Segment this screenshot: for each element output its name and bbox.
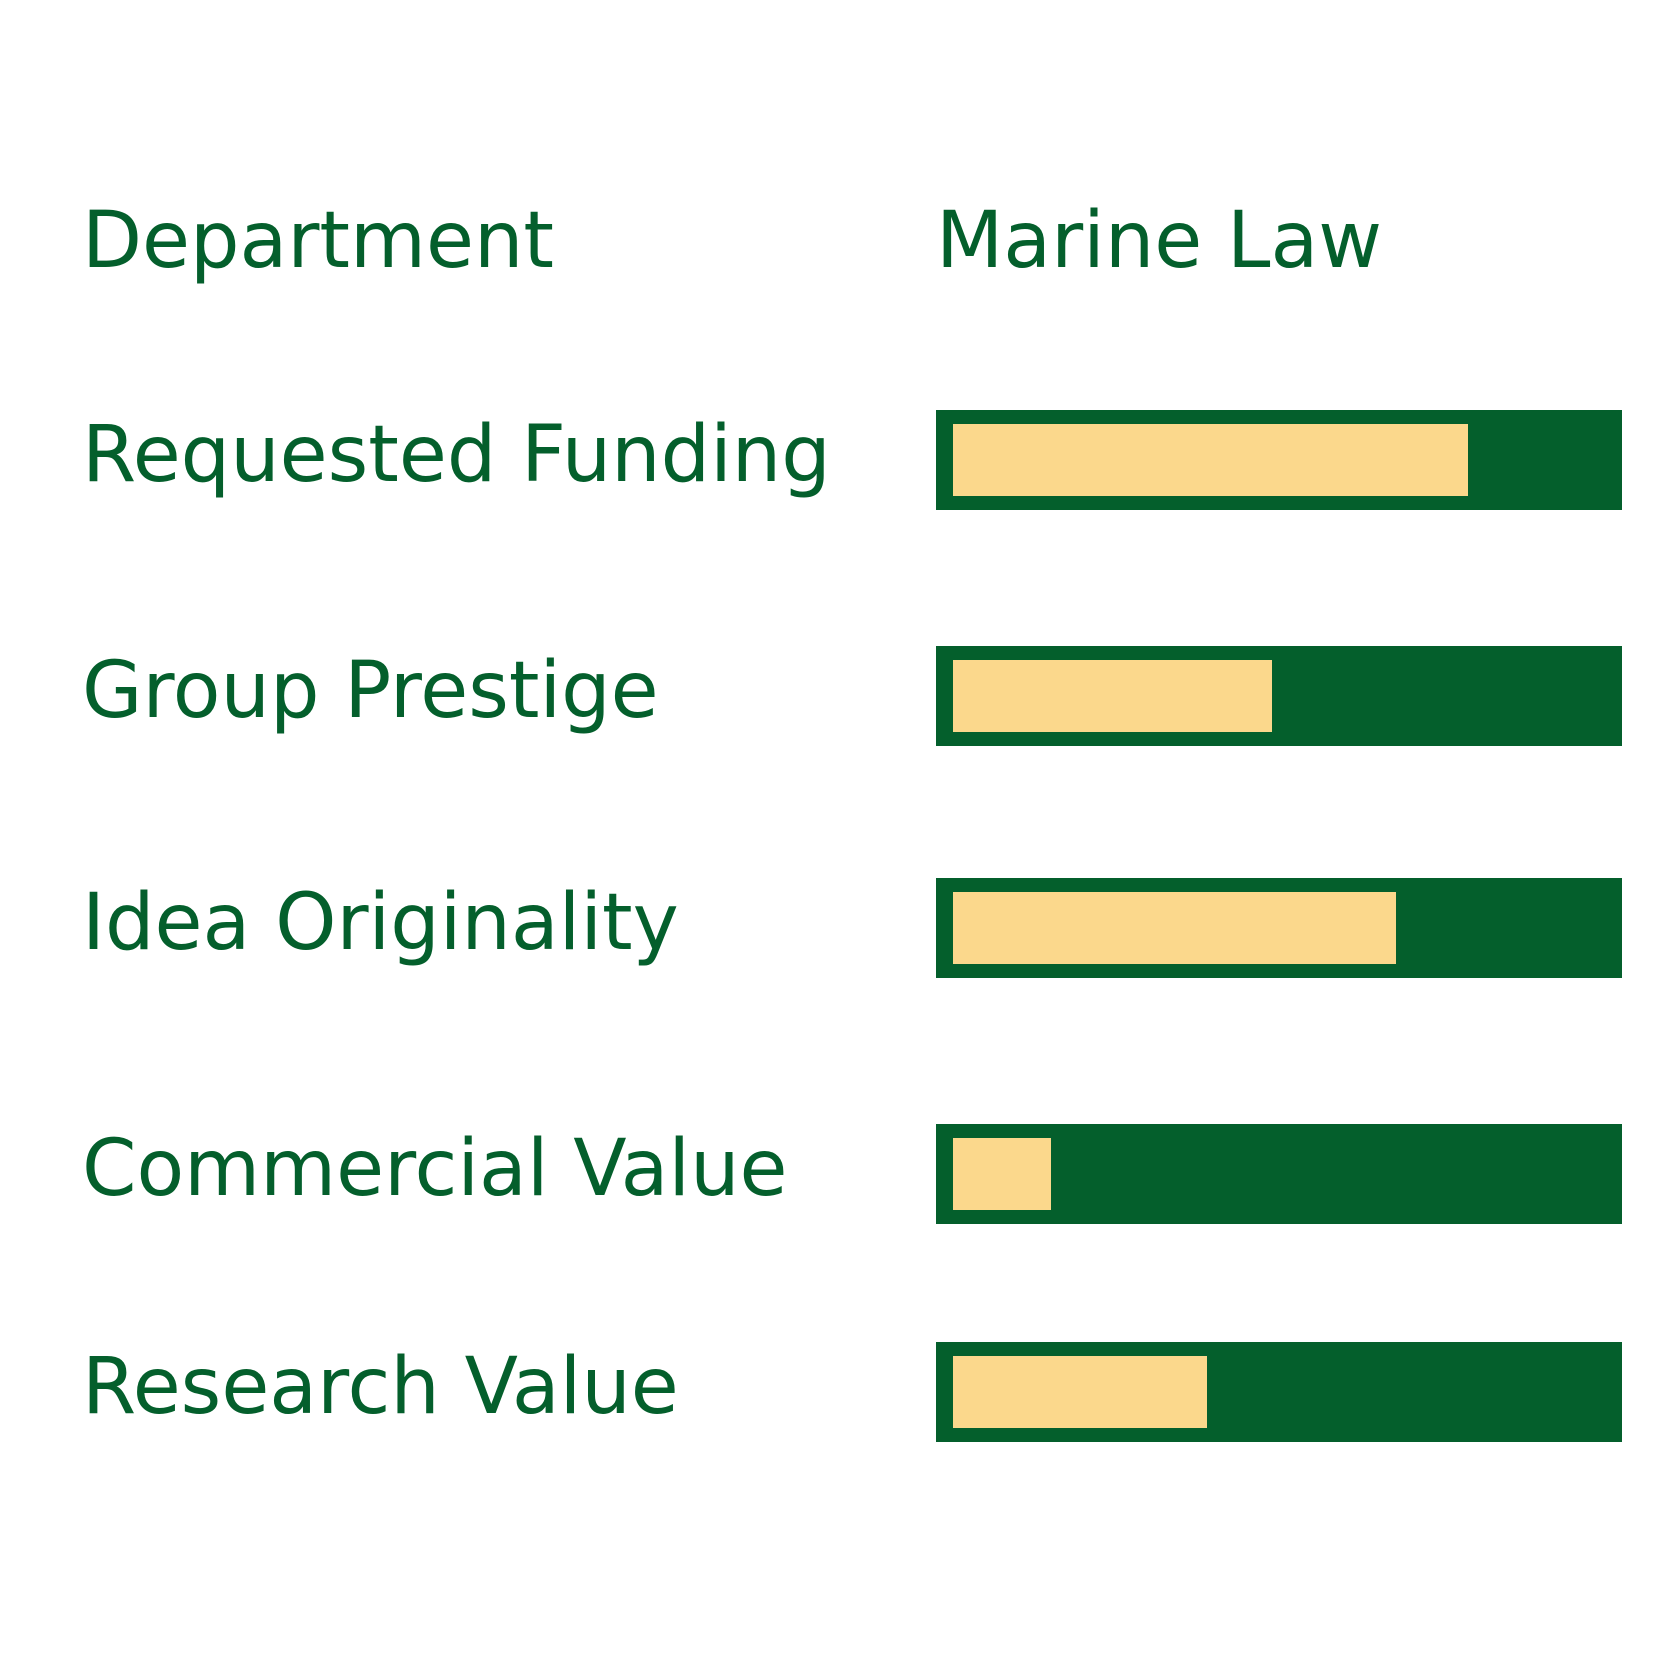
- bar-label-idea-originality: Idea Originality: [82, 878, 679, 968]
- bar-label-requested-funding: Requested Funding: [82, 410, 831, 500]
- bar-track-requested-funding: [936, 410, 1622, 510]
- bar-fill-group-prestige: [953, 660, 1272, 732]
- bar-fill-commercial-value: [953, 1138, 1051, 1210]
- bar-track-commercial-value: [936, 1124, 1622, 1224]
- department-label: Department: [82, 196, 554, 286]
- bar-track-idea-originality: [936, 878, 1622, 978]
- bar-label-group-prestige: Group Prestige: [82, 646, 659, 736]
- bar-label-research-value: Research Value: [82, 1342, 679, 1432]
- bar-track-research-value: [936, 1342, 1622, 1442]
- bar-label-commercial-value: Commercial Value: [82, 1124, 788, 1214]
- bar-fill-idea-originality: [953, 892, 1396, 964]
- bar-track-group-prestige: [936, 646, 1622, 746]
- bar-fill-research-value: [953, 1356, 1207, 1428]
- department-value: Marine Law: [936, 196, 1383, 286]
- bar-fill-requested-funding: [953, 424, 1468, 496]
